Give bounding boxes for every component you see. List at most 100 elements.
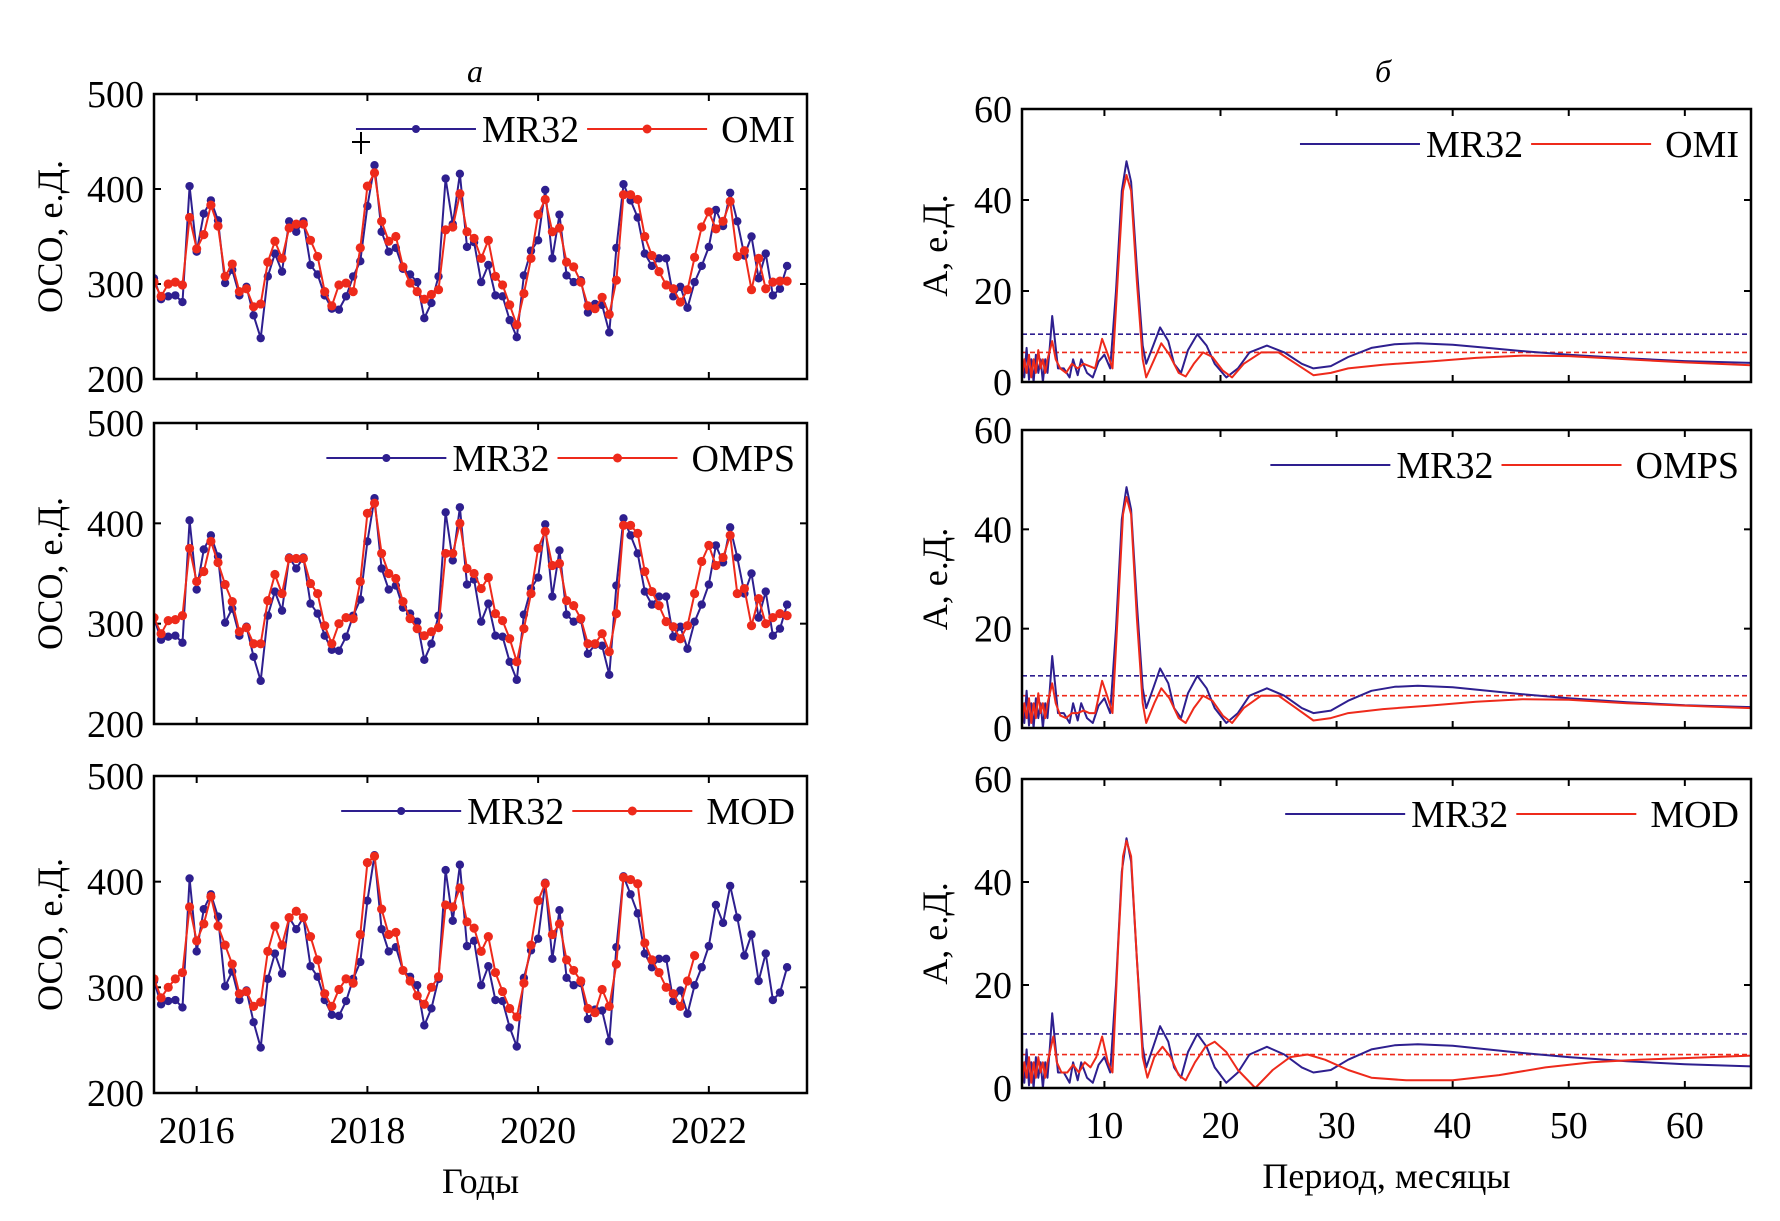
legend-marker-mod [627,806,637,816]
data-point-omps [441,548,451,559]
panel-label-a: а [467,53,483,89]
legend-label-mr32: MR32 [467,791,564,833]
data-point-omi [690,252,700,262]
data-point-mr32 [384,947,393,956]
data-point-omi [305,235,316,245]
data-point-mr32 [626,890,635,899]
data-point-mod [433,972,444,982]
data-point-omps [668,622,678,632]
data-point-mr32 [512,1042,521,1051]
data-point-mr32 [569,981,578,990]
data-point-omi [234,287,244,297]
data-point-mr32 [555,210,564,219]
legend-label-mod: MOD [1650,794,1739,836]
data-point-omi [569,262,579,272]
data-point-mr32 [498,632,507,641]
data-point-mr32 [448,916,457,925]
data-point-mr32 [512,333,521,342]
data-point-mr32 [498,292,507,301]
data-point-mr32 [562,271,571,280]
data-point-omps [512,657,522,667]
data-point-mr32 [192,947,201,956]
data-point-omi [184,212,195,223]
y-axis-label: ОСО, е.Д. [30,858,70,1011]
data-point-mr32 [306,599,315,608]
data-point-omi [682,285,693,295]
data-point-mr32 [384,247,393,256]
data-point-mr32 [683,303,692,312]
data-point-mod [277,940,287,950]
data-point-omps [654,601,664,611]
data-point-mr32 [583,308,593,317]
data-point-mr32 [555,905,564,915]
data-point-mr32 [654,592,664,601]
data-point-mr32 [512,675,521,685]
data-point-mr32 [605,1037,614,1046]
data-point-omi [725,196,735,206]
data-point-mr32 [171,631,180,640]
y-tick-label: 40 [974,180,1012,222]
legend-label-mr32: MR32 [482,109,579,151]
data-point-omi [241,284,252,294]
data-point-mr32 [761,949,770,958]
data-point-mod [270,921,280,931]
data-point-mr32 [270,249,280,258]
data-point-mod [362,858,372,868]
data-point-mod [561,955,572,965]
axes-frame [1020,107,1753,384]
data-point-mr32 [661,954,671,964]
data-point-omi [192,244,202,254]
y-tick-label: 200 [87,359,144,401]
data-point-mr32 [363,896,372,905]
data-point-omi [170,277,180,287]
data-point-omps [675,634,685,644]
data-point-omi [355,243,365,253]
data-point-mr32 [775,624,785,633]
data-point-mod [398,965,408,976]
data-point-omps [206,536,216,546]
data-point-mr32 [619,514,628,523]
data-point-mr32 [683,1009,692,1018]
data-point-omps [469,568,479,579]
data-point-mod [448,902,458,912]
data-point-omi [718,216,728,226]
data-point-mod [618,872,629,883]
legend: OMPS MR32 [1270,445,1739,487]
data-point-mod [298,912,308,923]
data-point-omi [590,304,600,314]
data-point-mr32 [541,520,550,529]
data-point-mr32 [341,632,351,641]
data-point-mr32 [427,1004,436,1013]
data-point-mod [305,932,316,942]
data-point-mod [426,982,437,992]
data-point-omps [277,588,287,599]
data-point-mr32 [782,963,792,972]
data-point-mr32 [626,531,635,540]
legend-label-omi: OMI [1665,124,1739,166]
data-point-mr32 [313,609,322,618]
chart-b1: 0 20 40 60 А, е.Д. OMI MR32 [915,89,1753,404]
data-point-mr32 [519,271,529,280]
data-point-omi [163,279,173,289]
data-point-mr32 [441,508,450,517]
y-tick-label: 500 [87,403,144,445]
data-point-mod [633,879,643,889]
y-axis-label: ОСО, е.Д. [30,160,70,313]
data-point-mod [313,955,323,965]
data-point-mr32 [220,618,230,627]
data-point-omps [561,595,572,606]
data-point-omi [647,250,657,261]
data-point-omps [377,548,387,559]
data-point-mr32 [192,585,201,594]
data-point-omi [377,216,387,226]
data-point-omi [754,253,764,263]
y-tick-label: 20 [974,271,1012,313]
data-point-mr32 [441,174,450,183]
data-point-mod [540,879,550,889]
data-point-omps [327,639,337,649]
data-point-omi [426,289,437,300]
data-point-mr32 [427,639,436,648]
data-point-omps [184,543,195,554]
data-point-mr32 [370,161,379,170]
data-point-omps [476,583,486,594]
